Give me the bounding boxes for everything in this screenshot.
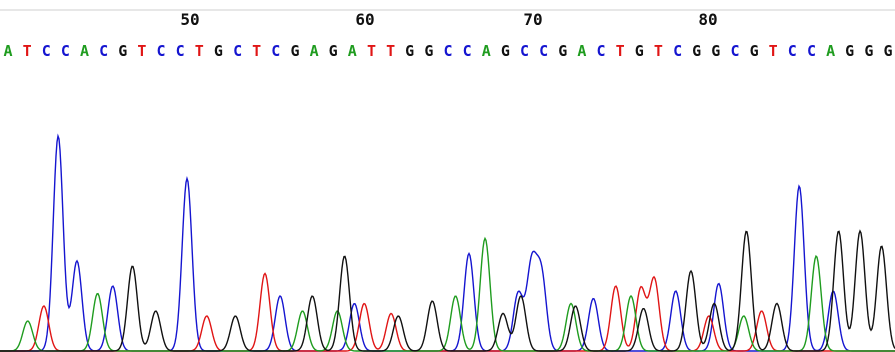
base-call-C: C bbox=[443, 42, 452, 60]
trace-plot-area bbox=[0, 133, 895, 352]
base-call-G: G bbox=[864, 42, 873, 60]
base-call-G: G bbox=[711, 42, 720, 60]
base-call-T: T bbox=[367, 42, 376, 60]
base-call-A: A bbox=[3, 42, 12, 60]
base-call-G: G bbox=[750, 42, 759, 60]
base-call-G: G bbox=[692, 42, 701, 60]
base-call-G: G bbox=[883, 42, 892, 60]
base-call-C: C bbox=[176, 42, 185, 60]
base-call-G: G bbox=[214, 42, 223, 60]
base-call-A: A bbox=[348, 42, 357, 60]
base-call-C: C bbox=[673, 42, 682, 60]
base-call-C: C bbox=[596, 42, 605, 60]
base-call-C: C bbox=[520, 42, 529, 60]
base-call-C: C bbox=[788, 42, 797, 60]
base-call-G: G bbox=[501, 42, 510, 60]
position-tick-label: 80 bbox=[698, 10, 717, 29]
base-call-T: T bbox=[616, 42, 625, 60]
base-call-G: G bbox=[290, 42, 299, 60]
position-tick-label: 60 bbox=[355, 10, 374, 29]
base-call-T: T bbox=[252, 42, 261, 60]
base-call-C: C bbox=[156, 42, 165, 60]
trace-G bbox=[0, 229, 895, 352]
base-call-A: A bbox=[577, 42, 586, 60]
base-call-C: C bbox=[730, 42, 739, 60]
base-call-A: A bbox=[482, 42, 491, 60]
base-call-C: C bbox=[42, 42, 51, 60]
base-call-C: C bbox=[463, 42, 472, 60]
base-call-G: G bbox=[405, 42, 414, 60]
base-call-T: T bbox=[769, 42, 778, 60]
base-call-C: C bbox=[99, 42, 108, 60]
base-call-T: T bbox=[137, 42, 146, 60]
base-call-G: G bbox=[118, 42, 127, 60]
base-call-A: A bbox=[80, 42, 89, 60]
trace-C bbox=[0, 133, 895, 352]
position-tick-label: 70 bbox=[523, 10, 542, 29]
base-call-T: T bbox=[23, 42, 32, 60]
base-call-T: T bbox=[654, 42, 663, 60]
position-tick-label: 50 bbox=[180, 10, 199, 29]
position-axis: 50 60 70 80 bbox=[180, 10, 717, 29]
base-call-C: C bbox=[271, 42, 280, 60]
base-call-G: G bbox=[635, 42, 644, 60]
base-call-G: G bbox=[845, 42, 854, 60]
base-call-T: T bbox=[386, 42, 395, 60]
base-call-A: A bbox=[826, 42, 835, 60]
trace-A bbox=[0, 236, 895, 352]
base-call-T: T bbox=[195, 42, 204, 60]
base-call-C: C bbox=[539, 42, 548, 60]
base-call-C: C bbox=[233, 42, 242, 60]
base-call-A: A bbox=[310, 42, 319, 60]
base-call-C: C bbox=[61, 42, 70, 60]
base-call-G: G bbox=[424, 42, 433, 60]
base-call-C: C bbox=[807, 42, 816, 60]
base-call-G: G bbox=[558, 42, 567, 60]
base-call-G: G bbox=[329, 42, 338, 60]
